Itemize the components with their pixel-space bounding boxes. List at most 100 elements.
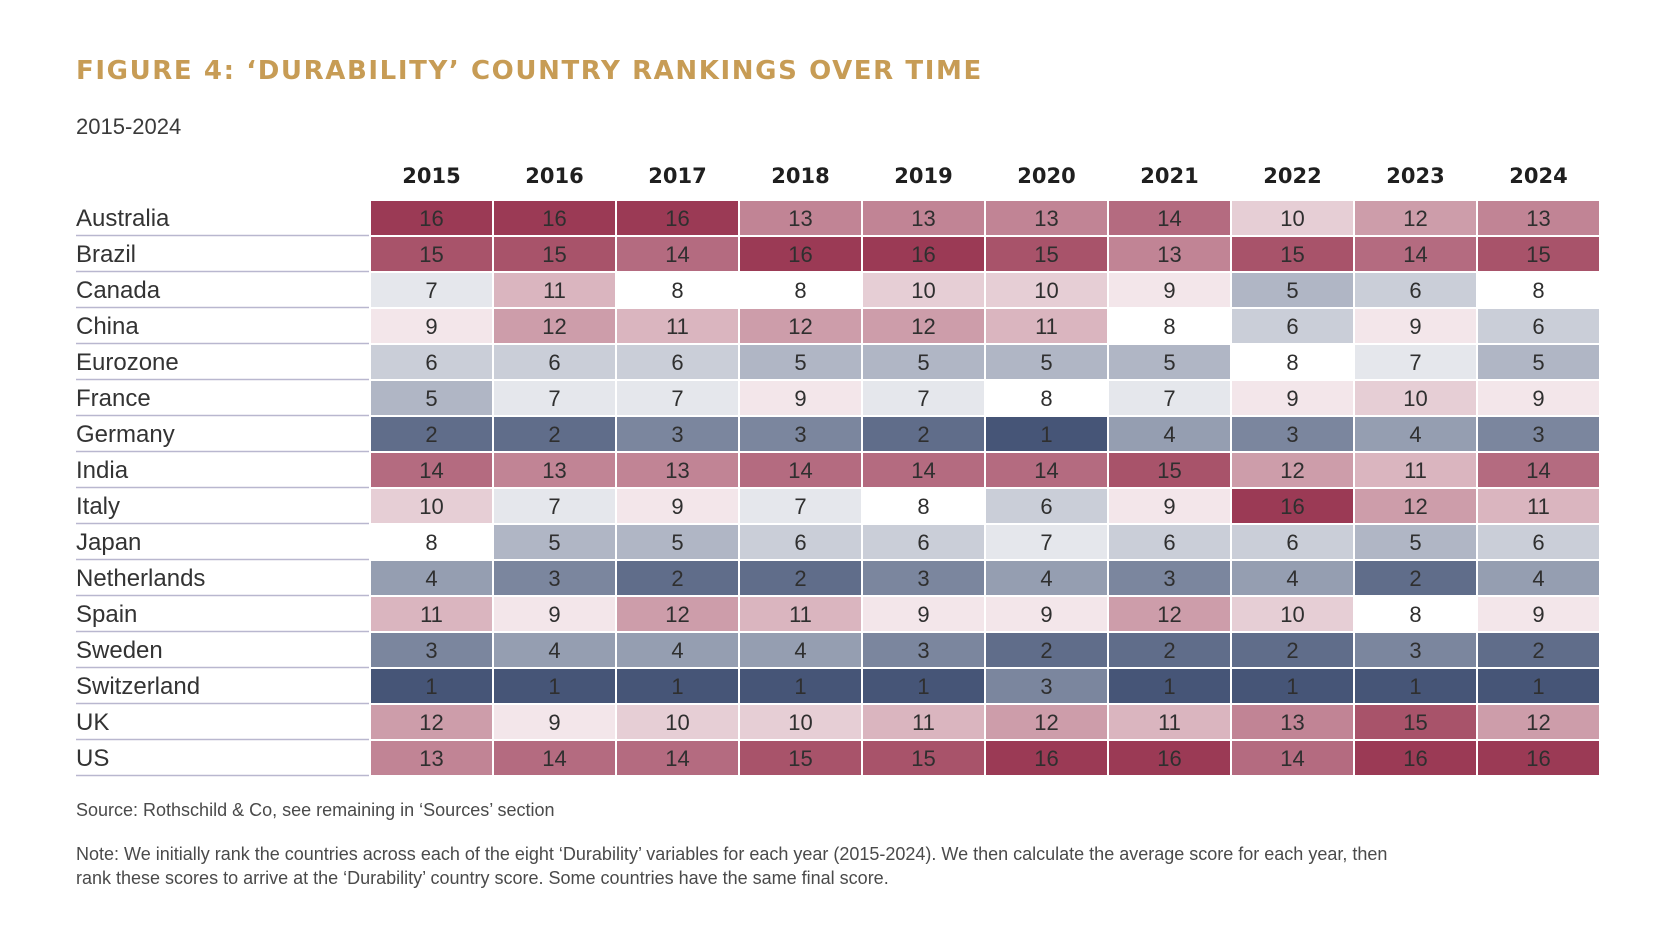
cell-value: 12 <box>1280 458 1304 483</box>
cell-value: 1 <box>1409 674 1421 699</box>
cell-value: 16 <box>911 242 935 267</box>
cell-value: 6 <box>1409 278 1421 303</box>
cell-value: 11 <box>789 602 812 627</box>
heatmap-cell <box>738 487 863 525</box>
cell-value: 15 <box>1403 710 1427 735</box>
column-header: 2022 <box>1263 164 1321 188</box>
cell-value: 12 <box>1526 710 1550 735</box>
cell-value: 13 <box>542 458 566 483</box>
heatmap-cell <box>615 667 740 705</box>
cell-value: 4 <box>671 638 683 663</box>
cell-value: 2 <box>425 422 437 447</box>
heatmap-cell <box>861 235 986 273</box>
column-header: 2021 <box>1140 164 1198 188</box>
cell-value: 4 <box>1409 422 1421 447</box>
cell-value: 3 <box>1040 674 1052 699</box>
heatmap-cell <box>1476 739 1601 777</box>
heatmap-cell <box>369 415 494 453</box>
cell-value: 4 <box>794 638 806 663</box>
heatmap-cell <box>1107 703 1232 741</box>
cell-value: 5 <box>1409 530 1421 555</box>
cell-value: 1 <box>1286 674 1298 699</box>
cell-value: 15 <box>1526 242 1550 267</box>
cell-value: 16 <box>1157 746 1181 771</box>
heatmap-cell <box>861 739 986 777</box>
cell-value: 6 <box>548 350 560 375</box>
heatmap-cell <box>492 199 617 237</box>
cell-value: 8 <box>794 278 806 303</box>
heatmap-cell <box>492 667 617 705</box>
heatmap-cell <box>861 631 986 669</box>
heatmap-cell <box>1107 379 1232 417</box>
heatmap-cell <box>369 379 494 417</box>
cell-value: 9 <box>794 386 806 411</box>
cell-value: 10 <box>665 710 689 735</box>
cell-value: 6 <box>1040 494 1052 519</box>
heatmap-cell <box>369 451 494 489</box>
heatmap-cell <box>492 451 617 489</box>
cell-value: 10 <box>1280 206 1304 231</box>
cell-value: 2 <box>1286 638 1298 663</box>
cell-value: 9 <box>1409 314 1421 339</box>
cell-value: 12 <box>419 710 443 735</box>
cell-value: 11 <box>420 602 443 627</box>
heatmap-cell <box>1476 235 1601 273</box>
heatmap-cell <box>615 307 740 345</box>
column-header: 2015 <box>402 164 460 188</box>
heatmap-cell <box>1230 667 1355 705</box>
heatmap-cell <box>984 271 1109 309</box>
row-label: Netherlands <box>76 565 205 592</box>
cell-value: 4 <box>1532 566 1544 591</box>
heatmap-cell <box>369 559 494 597</box>
cell-value: 8 <box>1286 350 1298 375</box>
cell-value: 1 <box>917 674 929 699</box>
heatmap-cell <box>369 343 494 381</box>
cell-value: 14 <box>911 458 935 483</box>
heatmap-cell <box>984 559 1109 597</box>
cell-value: 6 <box>917 530 929 555</box>
cell-value: 2 <box>1409 566 1421 591</box>
cell-value: 1 <box>794 674 806 699</box>
heatmap-cell <box>1353 307 1478 345</box>
cell-value: 13 <box>1526 206 1550 231</box>
heatmap-cell <box>738 703 863 741</box>
cell-value: 12 <box>1403 206 1427 231</box>
cell-value: 9 <box>1163 278 1175 303</box>
cell-value: 14 <box>665 746 689 771</box>
cell-value: 8 <box>1040 386 1052 411</box>
cell-value: 8 <box>1532 278 1544 303</box>
cell-value: 16 <box>419 206 443 231</box>
column-header: 2023 <box>1386 164 1444 188</box>
heatmap-cell <box>615 703 740 741</box>
cell-value: 5 <box>1532 350 1544 375</box>
heatmap-cell <box>861 595 986 633</box>
cell-value: 7 <box>1040 530 1052 555</box>
cell-value: 7 <box>794 494 806 519</box>
cell-value: 11 <box>543 278 566 303</box>
heatmap-cell <box>984 595 1109 633</box>
heatmap-cell <box>1353 667 1478 705</box>
heatmap-cell <box>1476 199 1601 237</box>
heatmap-cell <box>1353 631 1478 669</box>
cell-value: 9 <box>1040 602 1052 627</box>
cell-value: 13 <box>1280 710 1304 735</box>
heatmap-cell <box>738 667 863 705</box>
heatmap-cell <box>984 415 1109 453</box>
cell-value: 9 <box>425 314 437 339</box>
row-label: Sweden <box>76 637 163 664</box>
cell-value: 15 <box>1280 242 1304 267</box>
cell-value: 9 <box>1286 386 1298 411</box>
row-label: Germany <box>76 421 175 448</box>
row-label: India <box>76 457 129 484</box>
cell-value: 5 <box>1286 278 1298 303</box>
cell-value: 16 <box>542 206 566 231</box>
heatmap-cell <box>861 703 986 741</box>
cell-value: 13 <box>788 206 812 231</box>
heatmap-cell <box>738 415 863 453</box>
cell-value: 12 <box>1034 710 1058 735</box>
cell-value: 5 <box>1040 350 1052 375</box>
cell-value: 13 <box>1157 242 1181 267</box>
cell-value: 15 <box>419 242 443 267</box>
cell-value: 8 <box>917 494 929 519</box>
cell-value: 2 <box>917 422 929 447</box>
